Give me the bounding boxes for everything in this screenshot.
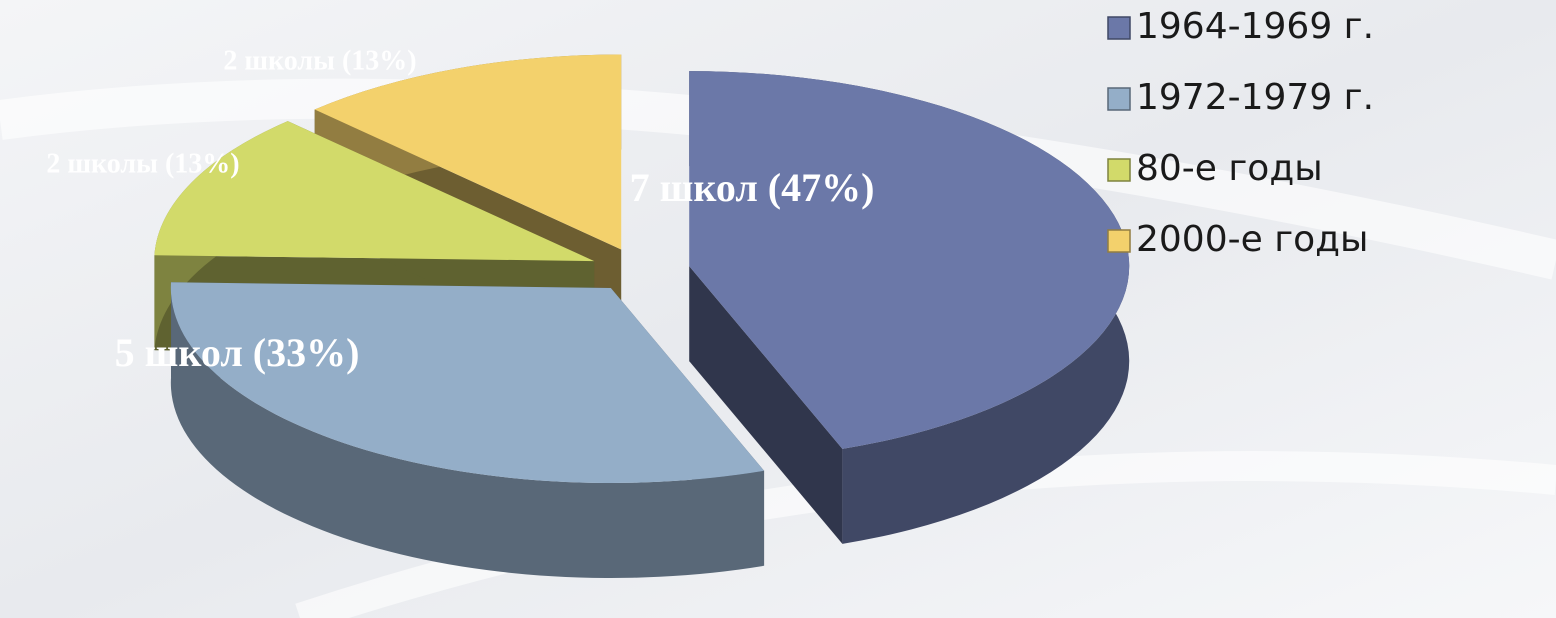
pie: 7 школ (47%) 5 школ (33%) 2 школы (13%) 2 ш…: [46, 45, 1130, 579]
pie-slice: [170, 282, 765, 579]
slice-top: [314, 54, 622, 250]
legend-swatch: [1107, 16, 1131, 40]
data-label: 7 школ (47%): [630, 165, 875, 210]
slice-top: [170, 282, 765, 484]
slice-cut-face: [689, 266, 843, 544]
slice-side: [170, 282, 765, 579]
background-swoosh: [0, 78, 1556, 280]
data-label: 2 школы (13%): [223, 45, 416, 76]
data-label: 5 школ (33%): [115, 330, 360, 375]
legend-swatch: [1107, 158, 1131, 182]
legend-label: 80-е годы: [1136, 148, 1323, 189]
legend-label: 1964-1969 г.: [1136, 6, 1374, 47]
slice-top: [154, 121, 595, 262]
data-label: 2 школы (13%): [46, 148, 239, 179]
legend-label: 1972-1979 г.: [1136, 77, 1374, 118]
pie-slice: [689, 71, 1130, 544]
legend-swatch: [1107, 87, 1131, 111]
legend-swatch: [1107, 229, 1131, 253]
legend: 1964-1969 г. 1972-1979 г. 80-е годы 2000-е …: [1107, 6, 1374, 260]
slice-top: [689, 71, 1130, 449]
legend-label: 2000-е годы: [1136, 219, 1368, 260]
